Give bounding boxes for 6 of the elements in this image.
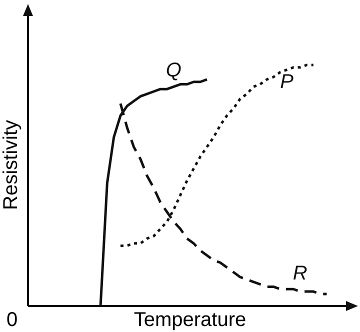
- text: 0: [6, 309, 18, 331]
- series-label: R: [292, 262, 308, 285]
- x-axis-title: Temperature: [134, 309, 246, 331]
- series-label: P: [280, 70, 294, 93]
- y-axis-title: Resistivity: [0, 120, 22, 210]
- series-label: Q: [166, 60, 182, 82]
